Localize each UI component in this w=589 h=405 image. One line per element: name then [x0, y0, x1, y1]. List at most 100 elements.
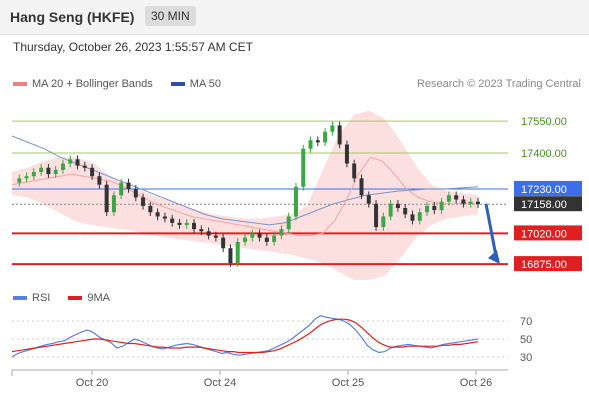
candle-body: [381, 216, 386, 228]
candle-body: [111, 195, 116, 213]
candle-body: [461, 199, 466, 204]
legend-ma20-label: MA 20 + Bollinger Bands: [32, 78, 153, 90]
bollinger-band-layer: [12, 110, 478, 280]
candle-body: [126, 182, 131, 189]
level-label-bg-support: [514, 225, 582, 241]
candle-body: [468, 201, 473, 204]
candle-body: [315, 140, 320, 143]
candle-body: [366, 195, 371, 204]
candle-body: [170, 218, 175, 223]
level-label-bg-support: [514, 256, 582, 272]
candle-body: [323, 131, 328, 143]
candle-body: [97, 176, 102, 185]
candle-body: [184, 222, 189, 225]
level-label-pivot: 17230.00: [521, 184, 567, 196]
candles-layer: [17, 121, 480, 267]
candle-body: [250, 233, 255, 238]
candle-body: [213, 235, 218, 238]
candle-body: [403, 208, 408, 215]
candle-body: [228, 248, 233, 264]
candle-body: [410, 214, 415, 221]
candle-body: [104, 184, 109, 213]
candle-body: [39, 167, 44, 172]
candle-body: [476, 201, 480, 205]
level-labels-layer: 17550.00 17400.00 17230.00 17158.00 17020.00…: [514, 116, 582, 272]
candle-body: [162, 216, 167, 219]
candle-body: [31, 172, 36, 177]
candle-body: [446, 195, 451, 202]
candle-body: [279, 229, 284, 236]
candle-body: [432, 205, 437, 211]
legend-9ma-swatch: [68, 296, 83, 300]
level-label-last: 17158.00: [521, 199, 567, 211]
candle-body: [119, 182, 124, 196]
candle-body: [177, 222, 182, 225]
forecast-arrow-head: [488, 250, 500, 265]
candle-body: [264, 237, 269, 242]
candle-body: [24, 176, 29, 179]
level-label-resistance: 17400.00: [521, 148, 567, 160]
candle-body: [293, 186, 298, 217]
rsi-line: [11, 314, 479, 358]
level-label-bg-last: [514, 196, 582, 212]
rsi-tick-label: 70: [520, 316, 532, 328]
level-label-resistance: 17550.00: [521, 116, 567, 128]
candle-body: [46, 167, 51, 175]
candle-body: [82, 165, 87, 168]
candle-body: [17, 178, 22, 183]
legend-9ma-label: 9MA: [87, 292, 110, 304]
rsi-panel: 70 50 30: [11, 314, 532, 364]
rsi-9ma-line: [11, 318, 479, 354]
legend-ma50-label: MA 50: [189, 78, 221, 90]
candle-body: [352, 163, 357, 179]
candle-body: [243, 237, 247, 242]
timestamp: Thursday, October 26, 2023 1:55:57 AM CE…: [13, 40, 253, 54]
candle-body: [192, 222, 197, 230]
candle-body: [301, 148, 306, 187]
candle-body: [60, 163, 65, 170]
legend-rsi-swatch: [13, 296, 27, 300]
ma20-line: [11, 156, 479, 236]
candle-body: [439, 201, 444, 211]
candle-body: [221, 237, 226, 249]
rsi-tick-label: 50: [520, 334, 532, 346]
candle-body: [388, 203, 393, 217]
x-axis-tick-label: Oct 24: [204, 377, 236, 389]
candle-body: [206, 231, 211, 236]
legend-ma50-swatch: [170, 82, 185, 86]
levels-layer: [12, 120, 508, 266]
credit-text: Research © 2023 Trading Central: [416, 78, 581, 90]
candle-body: [374, 203, 379, 228]
candle-body: [417, 212, 422, 221]
level-label-bg-pivot: [514, 180, 582, 196]
bollinger-band-fill: [12, 110, 478, 280]
rsi-tick-label: 30: [520, 352, 532, 364]
x-axis-tick-label: Oct 25: [332, 377, 364, 389]
level-label-support: 16875.00: [521, 259, 567, 271]
candle-body: [235, 241, 240, 264]
x-axis: Oct 20 Oct 24 Oct 25 Oct 26: [11, 369, 508, 389]
ma50-line: [11, 135, 479, 226]
candle-body: [425, 205, 430, 213]
candle-body: [148, 205, 153, 213]
legend-rsi-label: RSI: [32, 292, 51, 304]
legend-rsi: RSI 9MA: [13, 292, 110, 304]
instrument-title: Hang Seng (HKFE): [10, 9, 135, 25]
candle-body: [155, 212, 160, 217]
candle-body: [133, 188, 138, 198]
header-bar: Hang Seng (HKFE) 30 MIN: [0, 0, 589, 35]
candle-body: [395, 203, 400, 208]
candle-body: [272, 235, 277, 242]
candle-body: [337, 125, 342, 145]
candle-body: [199, 229, 204, 232]
candle-body: [75, 159, 80, 166]
x-axis-tick-label: Oct 26: [460, 377, 492, 389]
candle-body: [344, 144, 349, 164]
legend-ma20-swatch: [13, 82, 27, 86]
candle-body: [359, 178, 364, 196]
interval-button[interactable]: 30 MIN: [145, 6, 196, 26]
legend-main: MA 20 + Bollinger Bands MA 50: [13, 78, 221, 90]
candle-body: [454, 195, 459, 200]
candle-body: [257, 233, 262, 238]
